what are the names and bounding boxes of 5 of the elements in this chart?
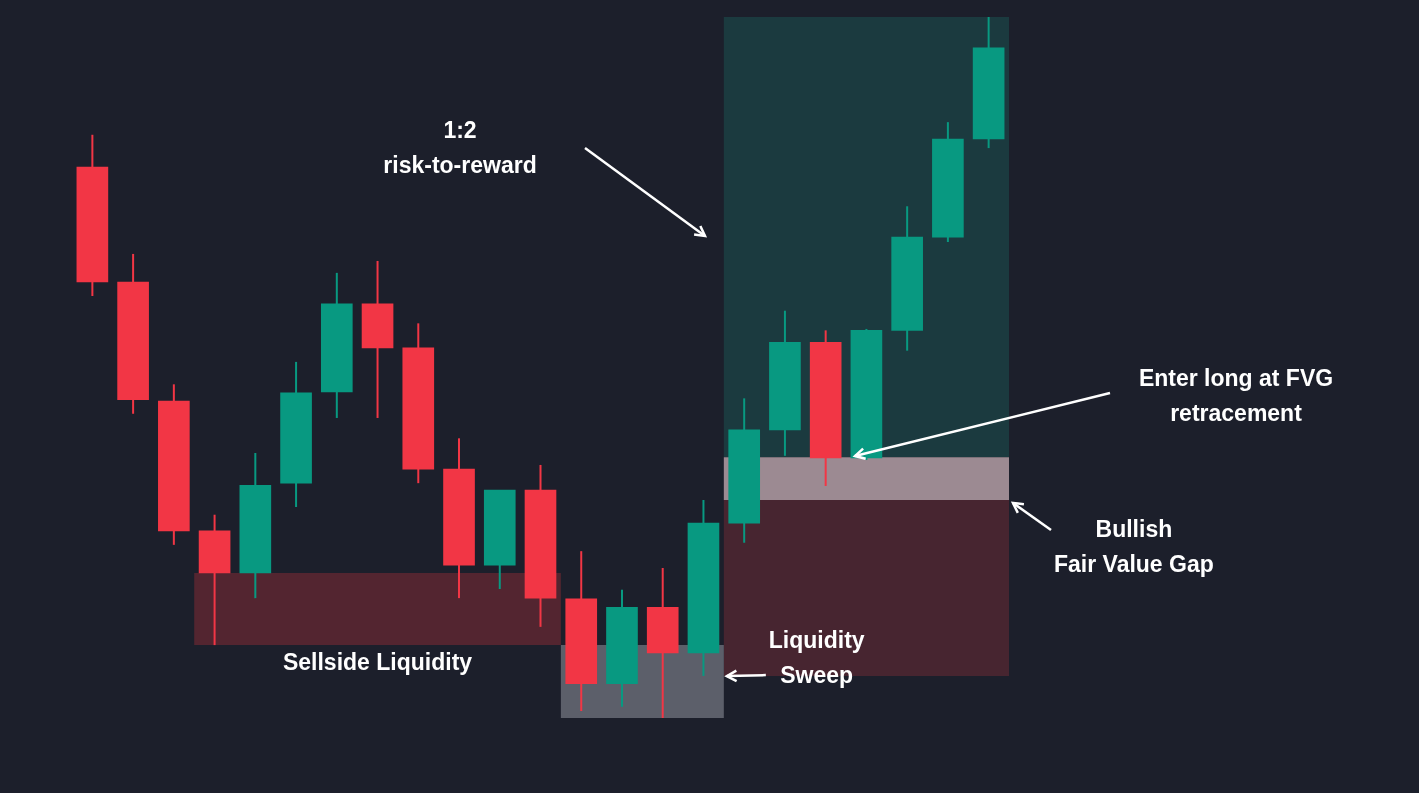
band-label: Sellside Liquidity — [282, 648, 473, 678]
text: Enter long at FVG retracement — [1138, 364, 1334, 428]
band-label: Liquidity Sweep — [768, 626, 865, 691]
band-label: Bullish Fair Value Gap — [1054, 515, 1214, 579]
annotation: 1:2 risk-to-reward — [383, 116, 537, 180]
